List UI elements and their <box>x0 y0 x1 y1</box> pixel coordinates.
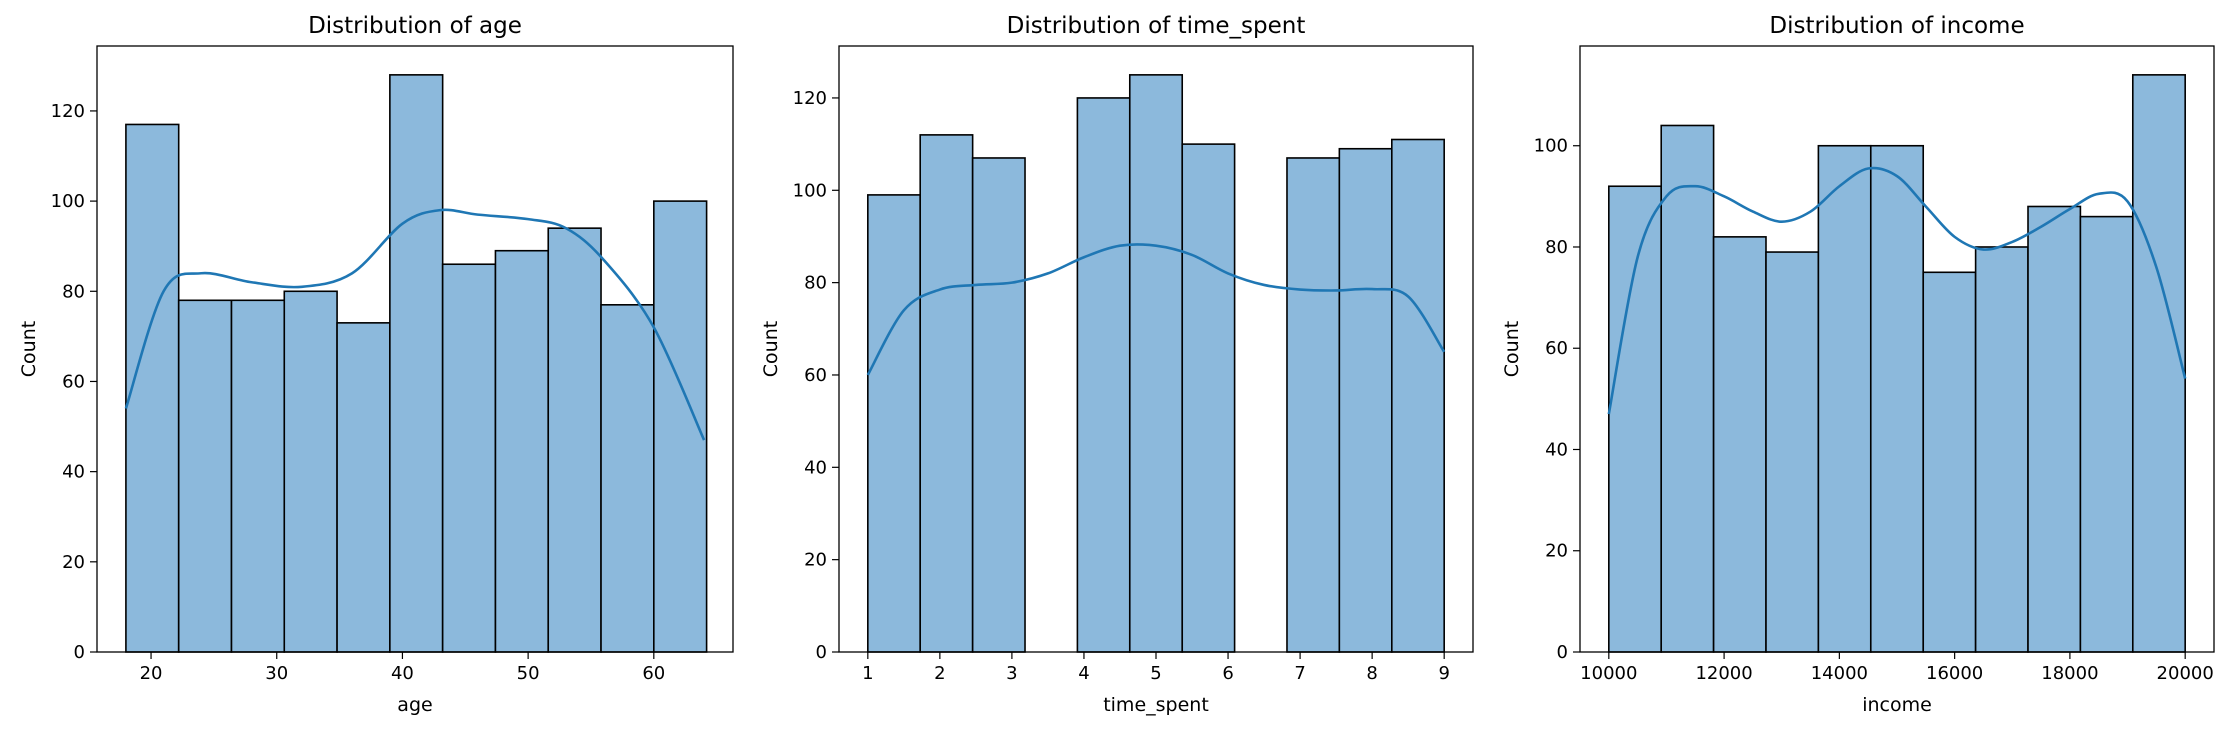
x-axis-label: time_spent <box>1103 694 1209 716</box>
chart-title: Distribution of time_spent <box>1007 13 1306 39</box>
subplot-3: 10000 12000 14000 16000 18000 20000 0 20 40 60 80 1… <box>1501 13 2215 716</box>
x-tick-label: 9 <box>1438 663 1449 684</box>
x-tick-label: 1 <box>862 663 873 684</box>
kde-line <box>1607 166 2187 415</box>
y-tick-label: 20 <box>1545 541 1568 562</box>
histogram-bar <box>230 299 286 653</box>
histogram-bar <box>283 290 338 653</box>
histogram-bar <box>2131 74 2186 653</box>
chart-title: Distribution of income <box>1769 13 2024 39</box>
histogram-bar <box>1608 185 1663 653</box>
y-axis-label: Count <box>1501 321 1523 377</box>
x-tick-label: 18000 <box>2041 663 2098 684</box>
histogram-bar <box>1181 143 1236 653</box>
y-tick-label: 80 <box>62 281 85 302</box>
x-tick-label: 30 <box>265 663 288 684</box>
x-tick-label: 50 <box>517 663 540 684</box>
x-axis-label: age <box>397 694 432 716</box>
y-tick-label: 120 <box>793 88 827 109</box>
y-tick-label: 0 <box>816 642 827 663</box>
x-tick-label: 4 <box>1078 663 1089 684</box>
histogram-bar <box>1076 97 1131 653</box>
histogram-bar <box>389 74 444 653</box>
y-tick-label: 0 <box>1557 642 1568 663</box>
x-tick-label: 5 <box>1150 663 1161 684</box>
histogram-bar <box>1128 74 1184 653</box>
y-tick-label: 40 <box>62 462 85 483</box>
y-tick-label: 100 <box>1534 136 1568 157</box>
y-tick-label: 0 <box>74 642 85 663</box>
y-tick-label: 100 <box>51 191 85 212</box>
histogram-bar <box>2079 215 2134 653</box>
histogram-bar <box>971 157 1026 653</box>
histogram-bar <box>177 299 233 653</box>
y-tick-label: 80 <box>804 273 827 294</box>
x-tick-label: 60 <box>642 663 665 684</box>
histogram-bar <box>441 263 497 653</box>
x-tick-label: 20 <box>140 663 163 684</box>
kde-line <box>124 208 706 441</box>
histogram-bar <box>1869 144 1925 653</box>
histogram-bar <box>2027 205 2082 653</box>
histogram-bar <box>1922 271 1977 653</box>
histogram-bar <box>1817 144 1872 653</box>
y-tick-label: 20 <box>62 552 85 573</box>
histogram-bar <box>1712 236 1767 653</box>
histogram-bar <box>1286 157 1341 653</box>
x-tick-label: 8 <box>1366 663 1377 684</box>
y-tick-label: 20 <box>804 550 827 571</box>
x-axis-label: income <box>1862 694 1932 716</box>
y-tick-label: 120 <box>51 101 85 122</box>
histogram-bar <box>494 249 550 653</box>
histogram-bar <box>1391 138 1445 653</box>
y-tick-label: 60 <box>1545 338 1568 359</box>
x-tick-label: 3 <box>1006 663 1017 684</box>
y-tick-label: 60 <box>804 365 827 386</box>
y-tick-label: 80 <box>1545 237 1568 258</box>
histogram-bar <box>600 304 655 653</box>
y-axis-label: Count <box>18 321 40 377</box>
histogram-bar <box>1660 124 1715 653</box>
histogram-bar <box>867 194 921 653</box>
x-tick-label: 40 <box>391 663 414 684</box>
histogram-bar <box>336 322 391 653</box>
histogram-bar <box>1338 147 1393 653</box>
chart-title: Distribution of age <box>308 13 522 39</box>
y-axis-label: Count <box>760 321 782 377</box>
y-tick-label: 40 <box>1545 439 1568 460</box>
kde-line <box>866 243 1446 376</box>
axes-frame <box>1579 45 2215 653</box>
x-tick-label: 6 <box>1222 663 1233 684</box>
histogram-bar <box>1765 251 1820 653</box>
axes-frame <box>96 45 734 653</box>
x-tick-label: 20000 <box>2157 663 2214 684</box>
y-tick-label: 100 <box>793 180 827 201</box>
x-tick-label: 14000 <box>1811 663 1868 684</box>
y-tick-label: 40 <box>804 457 827 478</box>
histogram-bar <box>1974 246 2029 653</box>
histogram-bar <box>125 123 180 653</box>
x-tick-label: 16000 <box>1926 663 1983 684</box>
histogram-bar <box>919 134 974 653</box>
y-tick-label: 60 <box>62 371 85 392</box>
subplot-2: 1 2 3 4 5 6 7 8 9 0 20 40 60 80 100 120 Distribution of … <box>760 13 1474 716</box>
x-tick-label: 10000 <box>1580 663 1637 684</box>
x-tick-label: 12000 <box>1695 663 1752 684</box>
subplot-1: 20 30 40 50 60 0 20 40 60 80 100 120 Distribution of… <box>18 13 734 716</box>
x-tick-label: 7 <box>1294 663 1305 684</box>
histogram-bar <box>547 227 602 653</box>
x-tick-label: 2 <box>934 663 945 684</box>
